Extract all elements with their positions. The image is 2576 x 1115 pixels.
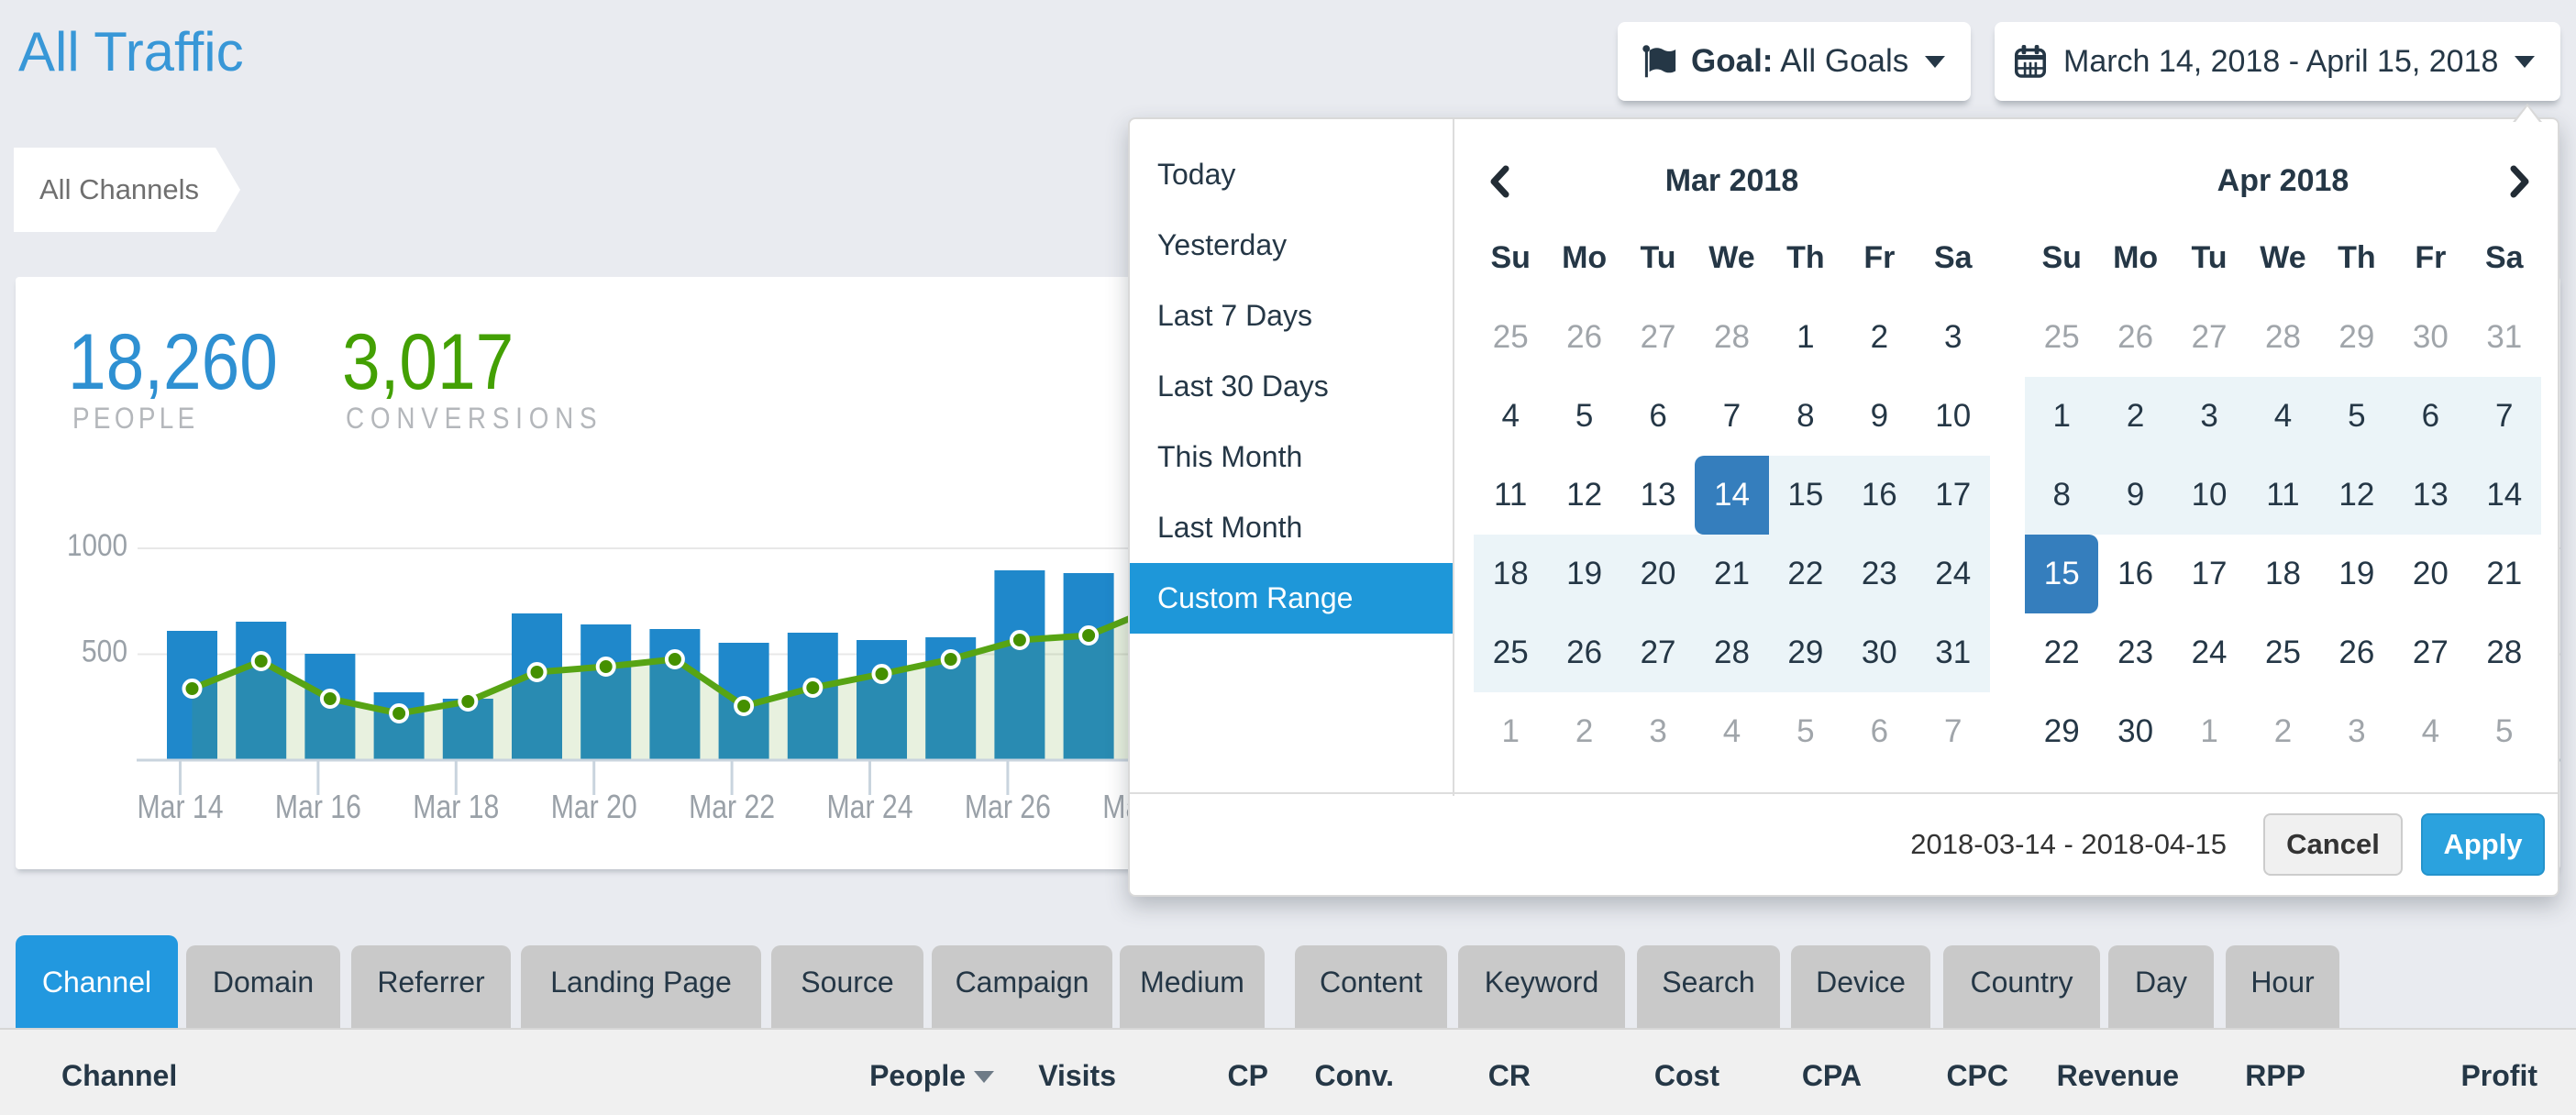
svg-text:Mar 24: Mar 24: [827, 788, 913, 825]
svg-text:Mar 14: Mar 14: [138, 788, 224, 825]
svg-text:Mar 18: Mar 18: [413, 788, 499, 825]
svg-text:Mar 22: Mar 22: [689, 788, 775, 825]
svg-text:1000: 1000: [67, 528, 127, 563]
svg-text:Mar 20: Mar 20: [551, 788, 637, 825]
svg-text:Mar 16: Mar 16: [275, 788, 361, 825]
svg-text:500: 500: [82, 635, 127, 669]
svg-text:Mar 26: Mar 26: [965, 788, 1051, 825]
